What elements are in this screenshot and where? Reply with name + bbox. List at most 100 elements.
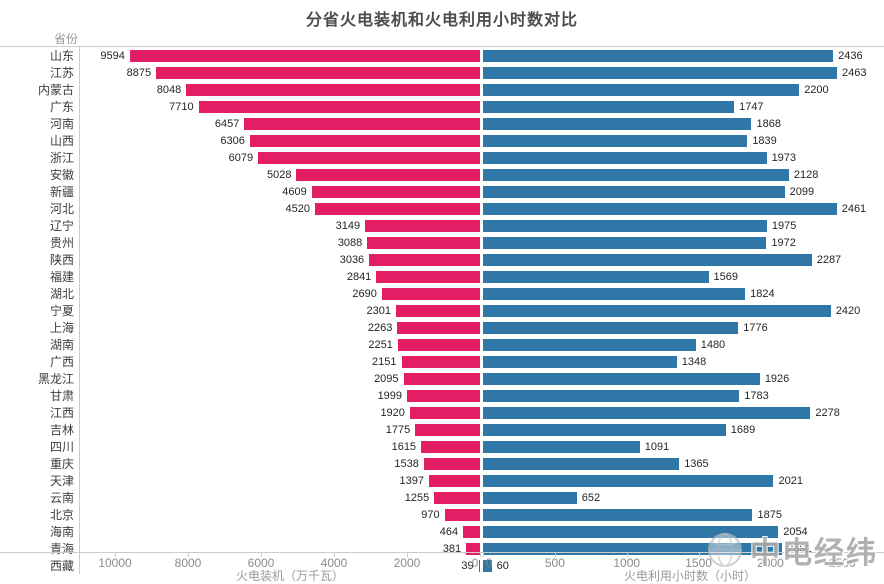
left-value-label: 1999 — [377, 389, 403, 402]
right-bar — [483, 151, 767, 164]
left-bar — [244, 117, 480, 130]
left-value-label: 3088 — [337, 236, 363, 249]
table-row: 山东 9594 2436 — [0, 47, 884, 64]
left-bar — [296, 168, 480, 181]
right-value-label: 1783 — [744, 389, 769, 402]
axis-tick — [770, 553, 772, 557]
left-bar — [403, 372, 480, 385]
left-value-label: 2151 — [372, 355, 397, 368]
left-bar — [466, 542, 480, 555]
left-value-label: 1775 — [385, 423, 411, 436]
left-half: 2251 — [80, 336, 480, 353]
right-bar — [483, 321, 739, 334]
table-row: 天津 1397 2021 — [0, 472, 884, 489]
right-axis-title: 火电利用小时数（小时） — [623, 569, 757, 583]
right-bar — [483, 117, 752, 130]
right-half: 2200 — [480, 81, 884, 98]
table-row: 山西 6306 1839 — [0, 132, 884, 149]
right-half: 1973 — [480, 149, 884, 166]
right-value-label: 1365 — [684, 457, 709, 470]
left-half: 8048 — [80, 81, 480, 98]
left-bar — [409, 406, 480, 419]
left-bar — [478, 559, 480, 572]
table-row: 北京 970 1875 — [0, 506, 884, 523]
left-half: 1999 — [80, 387, 480, 404]
left-value-label: 381 — [442, 542, 462, 555]
province-label: 山东 — [0, 47, 80, 64]
left-half: 4609 — [80, 183, 480, 200]
right-value-label: 2278 — [815, 406, 840, 419]
left-value-label: 4520 — [285, 202, 311, 215]
left-value-label: 1397 — [399, 474, 425, 487]
left-half: 6306 — [80, 132, 480, 149]
left-value-label: 8048 — [156, 83, 182, 96]
left-value-label: 2251 — [368, 338, 393, 351]
right-bar — [483, 83, 800, 96]
right-bar — [483, 559, 492, 572]
right-value-label: 1091 — [644, 440, 670, 453]
left-value-label: 464 — [439, 525, 459, 538]
left-half: 1775 — [80, 421, 480, 438]
right-bar — [483, 406, 811, 419]
province-label: 北京 — [0, 506, 80, 523]
left-bar — [397, 338, 480, 351]
right-bar — [483, 355, 677, 368]
right-value-label: 2436 — [838, 49, 863, 62]
left-bar — [434, 491, 480, 504]
right-half: 1868 — [480, 115, 884, 132]
axis-tick-label: 10000 — [98, 556, 132, 570]
right-bar — [483, 457, 680, 470]
right-bar — [483, 474, 774, 487]
right-value-label: 1776 — [743, 321, 768, 334]
right-half: 2420 — [480, 302, 884, 319]
left-axis-title: 火电装机（万千瓦） — [235, 569, 345, 583]
left-half: 1615 — [80, 438, 480, 455]
left-half: 381 — [80, 540, 480, 557]
table-row: 重庆 1538 1365 — [0, 455, 884, 472]
table-row: 广东 7710 1747 — [0, 98, 884, 115]
right-half: 1783 — [480, 387, 884, 404]
right-half: 1365 — [480, 455, 884, 472]
right-value-label: 652 — [581, 491, 601, 504]
right-half: 1839 — [480, 132, 884, 149]
left-value-label: 6457 — [214, 117, 240, 130]
left-value-label: 2301 — [366, 304, 392, 317]
right-value-label: 2287 — [816, 253, 842, 266]
axis-tick-label: 1000 — [613, 556, 641, 570]
right-value-label: 2461 — [841, 202, 867, 215]
chart-title: 分省火电装机和火电利用小时数对比 — [305, 12, 578, 29]
left-half: 2301 — [80, 302, 480, 319]
left-bar — [369, 253, 480, 266]
table-row: 西藏 39 60 — [0, 557, 884, 574]
left-bar — [186, 83, 480, 96]
right-value-label: 1973 — [771, 151, 797, 164]
province-label: 安徽 — [0, 166, 80, 183]
left-bar — [396, 304, 480, 317]
province-label: 湖北 — [0, 285, 80, 302]
right-value-label: 2463 — [842, 66, 867, 79]
axis-tick — [626, 553, 628, 557]
province-label: 广东 — [0, 98, 80, 115]
province-label: 上海 — [0, 319, 80, 336]
right-value-label: 1348 — [681, 355, 707, 368]
table-row: 江苏 8875 2463 — [0, 64, 884, 81]
right-value-label: 1480 — [700, 338, 726, 351]
province-label: 重庆 — [0, 455, 80, 472]
right-value-label: 1975 — [771, 219, 797, 232]
right-value-label: 1689 — [730, 423, 756, 436]
province-label: 江苏 — [0, 64, 80, 81]
right-half: 2463 — [480, 64, 884, 81]
province-label: 浙江 — [0, 149, 80, 166]
province-label: 宁夏 — [0, 302, 80, 319]
left-bar — [376, 270, 480, 283]
province-label: 江西 — [0, 404, 80, 421]
right-bar — [483, 508, 753, 521]
table-row: 河南 6457 1868 — [0, 115, 884, 132]
right-half: 1747 — [480, 98, 884, 115]
left-half: 970 — [80, 506, 480, 523]
left-half: 6457 — [80, 115, 480, 132]
axis-tick — [407, 553, 408, 557]
right-value-label: 1875 — [757, 508, 782, 521]
right-bar — [483, 236, 767, 249]
axis-tick-label: 2000 — [393, 556, 421, 570]
